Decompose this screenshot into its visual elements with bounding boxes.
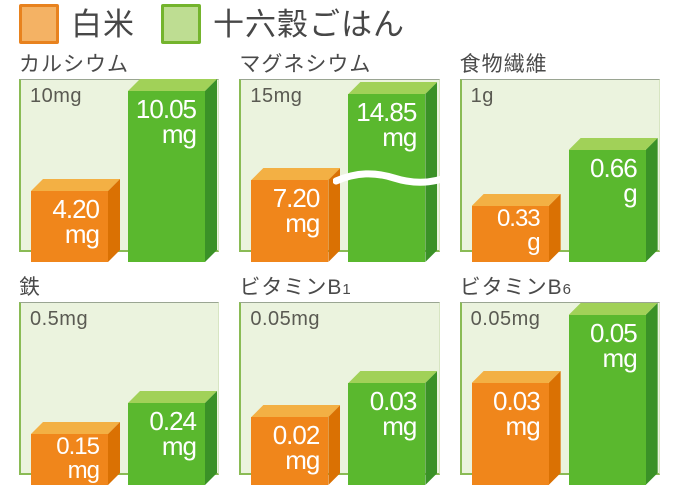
bar-top-face xyxy=(31,179,120,191)
chart: ビタミンB1 0.05mg 0.02 mg 0.03 mg xyxy=(239,275,440,485)
bar-value-label: 10.05 mg xyxy=(135,94,197,150)
chart-title: ビタミンB6 xyxy=(459,276,573,299)
bar-white-rice: 0.33 g xyxy=(471,194,561,262)
chart-panel: 0.05mg 0.02 mg 0.03 mg xyxy=(239,302,440,485)
legend: 白米 十六穀ごはん xyxy=(19,4,405,44)
bar-top-face xyxy=(128,391,217,403)
legend-label-white-rice: 白米 xyxy=(71,6,135,42)
chart-panel: 0.5mg 0.15 mg 0.24 mg xyxy=(19,302,220,485)
axis-max-label: 15mg xyxy=(250,85,303,107)
legend-item-white-rice: 白米 xyxy=(19,4,135,44)
chart-title: 鉄 xyxy=(19,276,41,299)
bar-top-face xyxy=(348,371,438,383)
bar-white-rice: 4.20 mg xyxy=(31,179,120,262)
chart-panel: 0.05mg 0.03 mg 0.05 mg xyxy=(459,302,660,485)
bar-value-label: 0.24 mg xyxy=(149,406,197,462)
bar-top-face xyxy=(568,303,658,315)
chart-title: カルシウム xyxy=(19,53,129,76)
bar-value-label: 0.02 mg xyxy=(272,420,321,476)
bar-value-label: 0.66 g xyxy=(590,153,638,209)
bar-value-label: 0.03 mg xyxy=(369,386,418,442)
chart: 食物繊維 1g 0.33 g 0.66 g xyxy=(459,52,660,262)
bar-multigrain: 10.05 mg xyxy=(128,79,217,262)
charts-grid: カルシウム 10mg 4.20 mg 10.05 mg xyxy=(19,52,660,485)
chart-panel: 10mg 4.20 mg 10.05 mg xyxy=(19,79,220,262)
axis-max-label: 0.5mg xyxy=(30,308,89,330)
bar-top-face xyxy=(251,168,341,180)
legend-item-multigrain: 十六穀ごはん xyxy=(161,4,405,44)
bar-top-face xyxy=(251,405,341,417)
multigrain-swatch-icon xyxy=(161,4,201,44)
bar-top-face xyxy=(568,138,658,150)
bar-multigrain: 0.05 mg xyxy=(568,303,658,485)
bar-multigrain: 14.85 mg xyxy=(348,82,438,262)
chart-title: ビタミンB1 xyxy=(239,276,352,299)
chart: ビタミンB6 0.05mg 0.03 mg 0.05 mg xyxy=(459,275,660,485)
bar-multigrain: 0.03 mg xyxy=(348,371,438,485)
white-rice-swatch-icon xyxy=(19,4,59,44)
bar-side-face xyxy=(108,422,120,485)
bar-value-label: 0.05 mg xyxy=(590,318,638,374)
chart: 鉄 0.5mg 0.15 mg 0.24 mg xyxy=(19,275,220,485)
axis-max-label: 10mg xyxy=(30,85,83,107)
bar-value-label: 7.20 mg xyxy=(272,183,321,239)
bar-side-face xyxy=(328,405,340,485)
chart-title: 食物繊維 xyxy=(459,53,548,76)
bar-side-face xyxy=(205,79,217,262)
bar-side-face xyxy=(549,194,561,262)
bar-multigrain: 0.66 g xyxy=(568,138,658,262)
bar-value-label: 0.33 g xyxy=(496,205,541,256)
bar-white-rice: 0.02 mg xyxy=(251,405,341,485)
bar-value-label: 0.03 mg xyxy=(493,386,541,442)
bar-white-rice: 0.15 mg xyxy=(31,422,120,485)
legend-label-multigrain: 十六穀ごはん xyxy=(213,6,405,42)
chart: カルシウム 10mg 4.20 mg 10.05 mg xyxy=(19,52,220,262)
bar-top-face xyxy=(128,79,217,91)
bar-top-face xyxy=(471,371,561,383)
bar-value-label: 4.20 mg xyxy=(52,194,100,250)
chart-panel: 15mg 7.20 mg 14.85 mg xyxy=(239,79,456,262)
bar-value-label: 0.15 mg xyxy=(56,433,100,484)
bar-white-rice: 0.03 mg xyxy=(471,371,561,485)
bar-side-face xyxy=(549,371,561,485)
chart-panel: 1g 0.33 g 0.66 g xyxy=(459,79,660,262)
bar-side-face xyxy=(205,391,217,485)
chart-title: マグネシウム xyxy=(239,53,372,76)
bar-top-face xyxy=(31,422,120,434)
bar-side-face xyxy=(425,82,437,262)
axis-max-label: 1g xyxy=(470,85,494,107)
bar-value-label: 14.85 mg xyxy=(356,97,417,153)
bar-side-face xyxy=(646,138,658,262)
bar-side-face xyxy=(328,168,340,262)
bar-white-rice: 7.20 mg xyxy=(251,168,341,262)
bar-side-face xyxy=(646,303,658,485)
chart: マグネシウム 15mg 7.20 mg 14.85 mg xyxy=(239,52,456,262)
axis-max-label: 0.05mg xyxy=(250,308,321,330)
bar-top-face xyxy=(471,194,561,206)
bar-top-face xyxy=(348,82,438,94)
axis-max-label: 0.05mg xyxy=(470,308,541,330)
bar-side-face xyxy=(425,371,437,485)
bar-multigrain: 0.24 mg xyxy=(128,391,217,485)
bar-side-face xyxy=(108,179,120,262)
